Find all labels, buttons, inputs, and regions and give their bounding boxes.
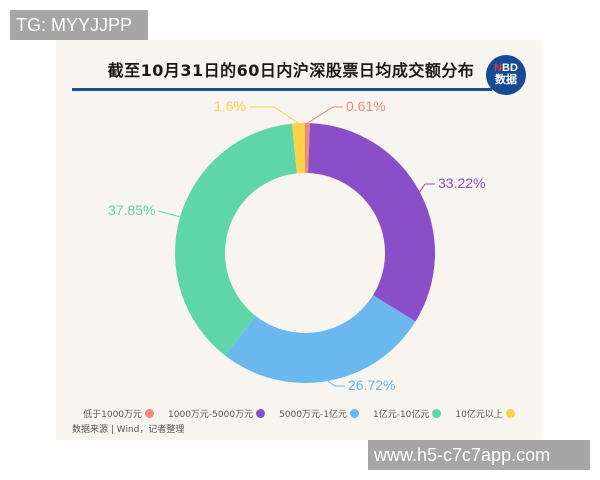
donut-slice <box>305 123 310 174</box>
legend-dot-icon <box>349 409 359 418</box>
legend-item: 低于1000万元 <box>83 407 155 420</box>
chart-title: 截至10月31日的60日内沪深股票日均成交额分布 <box>107 61 475 80</box>
donut-slice <box>308 123 435 322</box>
leader-line <box>157 210 181 218</box>
slice-label: 0.61% <box>346 98 386 114</box>
watermark-tg: TG: MYYJJPP <box>10 10 148 40</box>
leader-line <box>307 106 343 124</box>
legend-dot-icon <box>505 409 515 418</box>
slice-label: 33.22% <box>438 175 486 191</box>
leader-line <box>419 183 435 193</box>
donut-slice <box>291 123 305 174</box>
slice-label: 37.85% <box>108 202 156 218</box>
donut-chart <box>157 106 435 387</box>
leader-line <box>327 380 345 387</box>
legend-item: 10亿元以上 <box>455 407 515 420</box>
slice-label: 26.72% <box>348 377 396 393</box>
legend-label: 1000万元-5000万元 <box>168 410 254 420</box>
title-underline <box>72 88 492 91</box>
legend-dot-icon <box>145 409 155 418</box>
chart-legend: 低于1000万元 1000万元-5000万元 5000万元-1亿元 1亿元-10亿元 1… <box>56 407 542 420</box>
leader-line <box>249 106 299 124</box>
legend-label: 10亿元以上 <box>455 410 503 420</box>
legend-item: 1亿元-10亿元 <box>372 407 442 420</box>
chart-card: 截至10月31日的60日内沪深股票日均成交额分布 NBD 数据 0.61% 33.… <box>56 40 542 440</box>
donut-slice <box>175 123 297 356</box>
donut-slice <box>224 295 416 383</box>
nbd-logo: NBD 数据 <box>486 55 526 95</box>
legend-label: 低于1000万元 <box>83 410 143 420</box>
legend-label: 5000万元-1亿元 <box>279 410 347 420</box>
data-source: 数据来源 | Wind，记者整理 <box>72 425 185 435</box>
slice-label: 1.6% <box>214 98 246 114</box>
legend-dot-icon <box>256 409 266 418</box>
legend-dot-icon <box>432 409 442 418</box>
legend-label: 1亿元-10亿元 <box>372 410 430 420</box>
watermark-url: www.h5-c7c7app.com <box>368 440 590 470</box>
legend-item: 5000万元-1亿元 <box>279 407 359 420</box>
legend-item: 1000万元-5000万元 <box>168 407 266 420</box>
